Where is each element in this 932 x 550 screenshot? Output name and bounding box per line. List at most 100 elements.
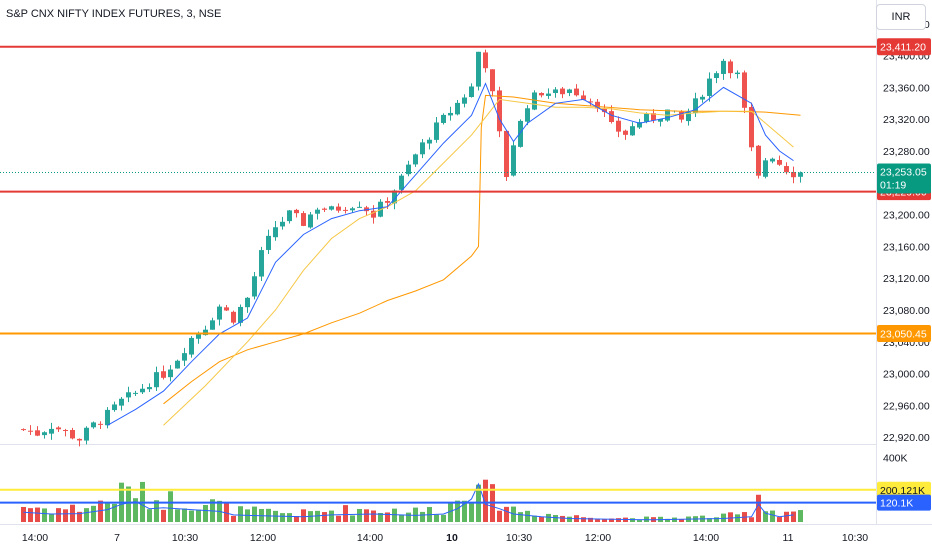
axes: 23,440.0023,400.0023,360.0023,320.0023,2… — [22, 19, 931, 544]
candle-body — [385, 201, 390, 203]
candle-body — [399, 175, 404, 190]
volume-bar — [126, 486, 131, 522]
candle-body — [714, 73, 719, 79]
candle-body — [350, 208, 355, 211]
volume-bar — [196, 509, 201, 522]
candle-body — [504, 130, 509, 178]
candle-body — [49, 428, 54, 434]
volume-bar — [588, 517, 593, 522]
volume-bar — [399, 514, 404, 522]
volume-bar — [49, 513, 54, 522]
candle-body — [273, 227, 278, 238]
candle-body — [721, 60, 726, 74]
candle-body — [119, 398, 124, 406]
volume-bar — [98, 500, 103, 522]
candle-body — [469, 86, 474, 98]
price-tick-label: 23,120.00 — [883, 273, 930, 285]
candle-body — [77, 438, 82, 441]
candle-body — [175, 360, 180, 369]
candle-body — [798, 172, 803, 177]
time-tick-label: 12:00 — [250, 532, 276, 544]
volume-bar — [189, 510, 194, 522]
time-tick-label: 10:30 — [842, 532, 868, 544]
volume-bar — [203, 504, 208, 522]
currency-button[interactable]: INR — [876, 4, 926, 30]
candle-body — [91, 422, 96, 428]
volume-bar — [756, 494, 761, 522]
candle-body — [574, 88, 579, 96]
candle-body — [84, 427, 89, 441]
volume-bar — [420, 511, 425, 522]
volume-bar — [147, 509, 152, 522]
candle-body — [224, 307, 229, 311]
slow-ma-line — [163, 98, 794, 426]
volume-bar — [567, 516, 572, 522]
candle-body — [231, 311, 236, 323]
volume-bar — [357, 508, 362, 522]
volume-bar — [112, 503, 117, 522]
price-tick-label: 23,080.00 — [883, 305, 930, 317]
volume-bar — [231, 515, 236, 522]
volume-bar — [42, 508, 47, 522]
volume-bar — [784, 511, 789, 522]
candle-body — [294, 209, 299, 214]
volume-bar — [469, 503, 474, 522]
candle-body — [679, 111, 684, 120]
last-price-tag — [877, 163, 931, 194]
volume-bar — [441, 514, 446, 522]
volume-bar — [168, 491, 173, 522]
candle-body — [560, 88, 565, 95]
candle-body — [483, 52, 488, 69]
volume-bar — [21, 506, 26, 522]
candle-body — [693, 98, 698, 113]
volume-bar — [294, 516, 299, 522]
volume-bar — [735, 514, 740, 522]
volume-bar — [175, 509, 180, 522]
volume-bar — [721, 513, 726, 522]
candle-body — [455, 102, 460, 115]
volume-bar — [630, 518, 635, 522]
volume-bar — [616, 518, 621, 522]
volume-bar — [602, 519, 607, 522]
volume-bar — [392, 508, 397, 522]
candle-body — [357, 206, 362, 208]
candle-body — [532, 92, 537, 110]
candle-body — [420, 142, 425, 155]
candle-body — [707, 78, 712, 96]
volume-bar — [91, 505, 96, 522]
volume-bar — [798, 510, 803, 522]
volume-bar — [280, 513, 285, 522]
volume-bar — [238, 506, 243, 522]
volume-bar — [763, 511, 768, 522]
candle-body — [154, 372, 159, 388]
volume-bar — [315, 510, 320, 522]
volume-bar — [532, 515, 537, 522]
candle-body — [770, 158, 775, 162]
candle-body — [623, 130, 628, 135]
last-price-label: 23,253.05 — [880, 166, 927, 178]
volume-bar — [35, 507, 40, 522]
volume-bar — [434, 514, 439, 522]
volume-level-tag — [877, 481, 931, 498]
time-tick-label: 12:00 — [585, 532, 611, 544]
time-tick-label: 14:00 — [693, 532, 719, 544]
volume-bar — [182, 508, 187, 522]
candle-body — [518, 120, 523, 147]
candle-body — [189, 337, 194, 355]
candle-body — [546, 93, 551, 96]
volume-bar — [448, 502, 453, 522]
countdown-label: 01:19 — [880, 179, 906, 191]
volume-bar — [322, 512, 327, 522]
volume-bar — [154, 500, 159, 522]
volume-bar — [252, 506, 257, 522]
horizontal-level-tag — [877, 38, 931, 56]
volume-bar — [133, 498, 138, 522]
candle-body — [70, 430, 75, 439]
candle-body — [322, 208, 327, 210]
candle-body — [553, 89, 558, 94]
volume-pane — [0, 479, 876, 522]
price-tick-label: 23,320.00 — [883, 114, 930, 126]
candle-body — [196, 333, 201, 339]
horizontal-level-tag — [877, 325, 931, 343]
